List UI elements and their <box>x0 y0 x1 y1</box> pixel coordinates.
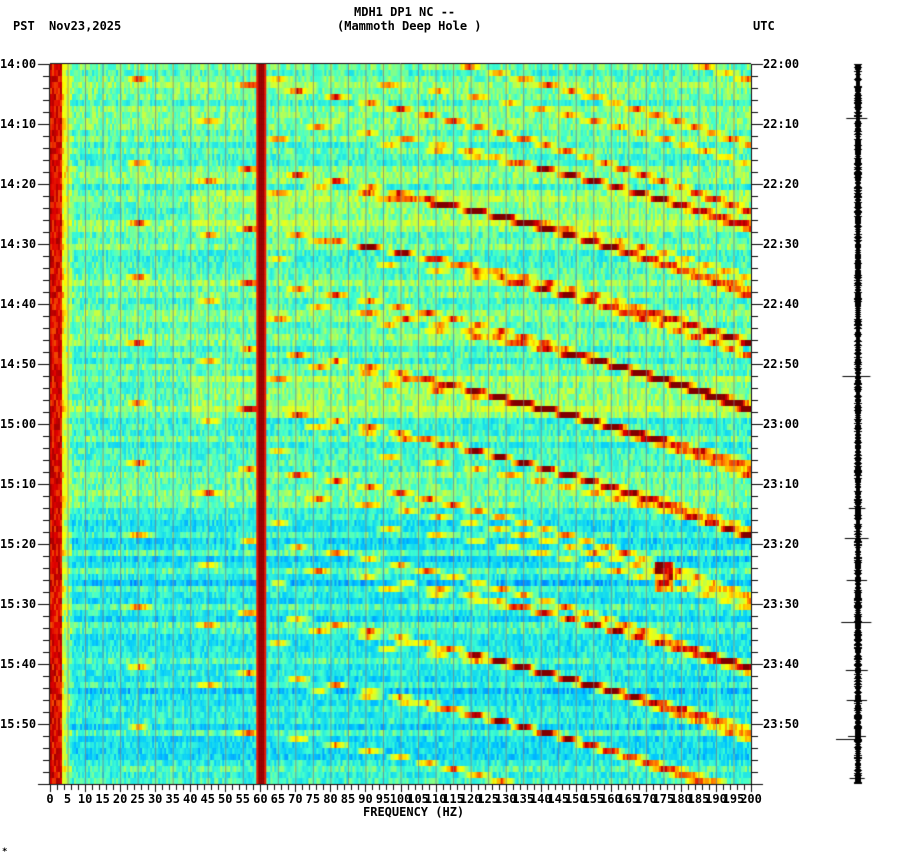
y-tick-label-left: 14:00 <box>0 57 37 71</box>
x-tick-label: 55 <box>235 792 251 806</box>
x-tick-label: 125 <box>477 792 499 806</box>
x-tick-label: 190 <box>705 792 727 806</box>
y-tick-label-right: 23:00 <box>763 417 800 431</box>
x-tick-label: 45 <box>200 792 215 806</box>
x-tick-label: 200 <box>740 792 762 806</box>
x-axis-title: FREQUENCY (HZ) <box>363 805 465 819</box>
y-tick-label-right: 23:20 <box>763 537 800 551</box>
x-tick-label: 195 <box>722 792 745 806</box>
x-tick-label: 65 <box>270 792 286 806</box>
y-tick-label-right: 22:40 <box>763 297 800 311</box>
y-tick-label-right: 22:10 <box>763 117 800 131</box>
x-tick-label: 120 <box>459 792 482 806</box>
x-tick-label: 90 <box>358 792 373 806</box>
x-tick-label: 85 <box>340 792 356 806</box>
y-tick-label-left: 14:10 <box>0 117 37 131</box>
x-tick-label: 150 <box>564 792 587 806</box>
x-tick-label: 180 <box>670 792 692 806</box>
x-tick-label: 95 <box>375 792 391 806</box>
x-tick-label: 40 <box>183 792 198 806</box>
x-tick-label: 70 <box>288 792 303 806</box>
x-tick-label: 140 <box>529 792 552 806</box>
y-tick-label-left: 15:10 <box>0 477 37 491</box>
y-tick-label-left: 15:00 <box>0 417 37 431</box>
y-tick-label-left: 14:40 <box>0 297 37 311</box>
x-tick-label: 185 <box>687 792 710 806</box>
x-tick-label: 50 <box>218 792 233 806</box>
y-tick-label-left: 14:20 <box>0 177 37 191</box>
y-tick-label-right: 23:50 <box>763 717 800 731</box>
x-tick-label: 35 <box>165 792 180 806</box>
y-tick-label-right: 23:40 <box>763 657 800 671</box>
x-tick-label: 80 <box>323 792 338 806</box>
x-tick-label: 135 <box>512 792 535 806</box>
x-tick-label: 105 <box>407 792 429 806</box>
x-tick-label: 30 <box>147 792 163 806</box>
x-tick-label: 25 <box>130 792 145 806</box>
x-tick-label: 175 <box>652 792 675 806</box>
footer-mark: * <box>2 847 8 857</box>
x-tick-label: 0 <box>46 792 54 806</box>
y-tick-label-right: 22:20 <box>763 177 800 191</box>
x-tick-label: 110 <box>424 792 447 806</box>
y-tick-label-right: 23:30 <box>763 597 800 611</box>
x-tick-label: 75 <box>305 792 321 806</box>
y-tick-label-right: 22:50 <box>763 357 800 371</box>
x-tick-label: 5 <box>63 792 72 806</box>
x-tick-label: 60 <box>253 792 268 806</box>
y-tick-label-left: 14:50 <box>0 357 37 371</box>
y-tick-label-right: 22:30 <box>763 237 800 251</box>
x-tick-label: 115 <box>442 792 464 806</box>
y-tick-label-left: 15:20 <box>0 537 37 551</box>
x-tick-label: 130 <box>494 792 517 806</box>
y-tick-label-left: 15:30 <box>0 597 37 611</box>
x-tick-label: 155 <box>582 792 605 806</box>
x-tick-label: 100 <box>389 792 412 806</box>
y-tick-label-left: 15:40 <box>0 657 37 671</box>
y-tick-label-right: 22:00 <box>763 57 800 71</box>
x-tick-label: 20 <box>112 792 128 806</box>
y-tick-label-left: 14:30 <box>0 237 37 251</box>
y-tick-label-left: 15:50 <box>0 717 37 731</box>
x-tick-label: 10 <box>77 792 93 806</box>
x-tick-label: 170 <box>635 792 657 806</box>
x-tick-label: 165 <box>617 792 640 806</box>
y-tick-label-right: 23:10 <box>763 477 800 491</box>
x-tick-label: 145 <box>547 792 570 806</box>
x-tick-label: 15 <box>95 792 110 806</box>
x-tick-label: 160 <box>600 792 622 806</box>
